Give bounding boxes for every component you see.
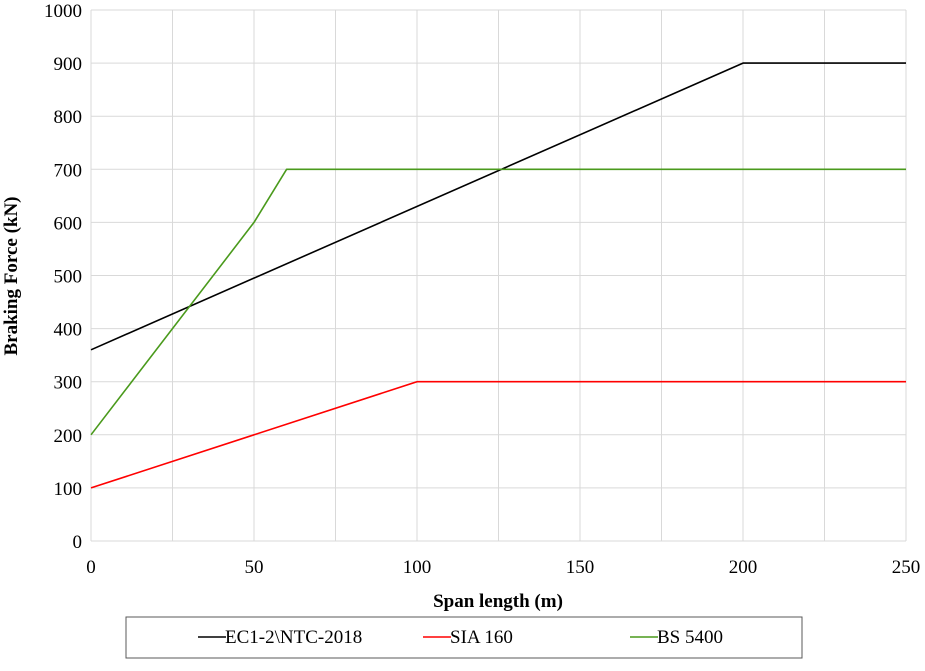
legend-label: BS 5400 bbox=[657, 627, 723, 648]
x-axis-title: Span length (m) bbox=[433, 591, 563, 612]
y-tick-label: 500 bbox=[54, 267, 83, 288]
tick-labels: 0 100 200 300 400 500 600 700 800 900 1000 0 50 100 15… bbox=[44, 1, 920, 578]
legend: EC1-2\NTC-2018 SIA 160 BS 5400 bbox=[125, 616, 803, 659]
y-tick-label: 900 bbox=[54, 54, 83, 75]
x-tick-label: 100 bbox=[403, 557, 432, 578]
y-tick-label: 300 bbox=[54, 373, 83, 394]
legend-label: SIA 160 bbox=[450, 627, 513, 648]
gridlines bbox=[91, 9, 907, 541]
y-tick-label: 400 bbox=[54, 320, 83, 341]
y-tick-label: 600 bbox=[54, 213, 83, 234]
y-tick-label: 200 bbox=[54, 426, 83, 447]
series-line-2 bbox=[90, 168, 906, 436]
axes bbox=[90, 10, 906, 542]
y-tick-label: 0 bbox=[73, 532, 83, 553]
y-axis-title: Braking Force (kN) bbox=[1, 196, 22, 355]
x-tick-label: 250 bbox=[892, 557, 921, 578]
x-tick-label: 200 bbox=[729, 557, 758, 578]
legend-box bbox=[125, 616, 803, 659]
x-tick-label: 150 bbox=[566, 557, 595, 578]
legend-label: EC1-2\NTC-2018 bbox=[225, 627, 362, 648]
series-lines bbox=[90, 62, 906, 489]
y-tick-label: 800 bbox=[54, 107, 83, 128]
x-tick-label: 0 bbox=[86, 557, 96, 578]
series-line-0 bbox=[90, 62, 906, 351]
y-tick-label: 1000 bbox=[44, 1, 82, 22]
y-tick-label: 100 bbox=[54, 479, 83, 500]
x-tick-label: 50 bbox=[245, 557, 264, 578]
y-tick-label: 700 bbox=[54, 160, 83, 181]
series-line-1 bbox=[90, 380, 906, 489]
